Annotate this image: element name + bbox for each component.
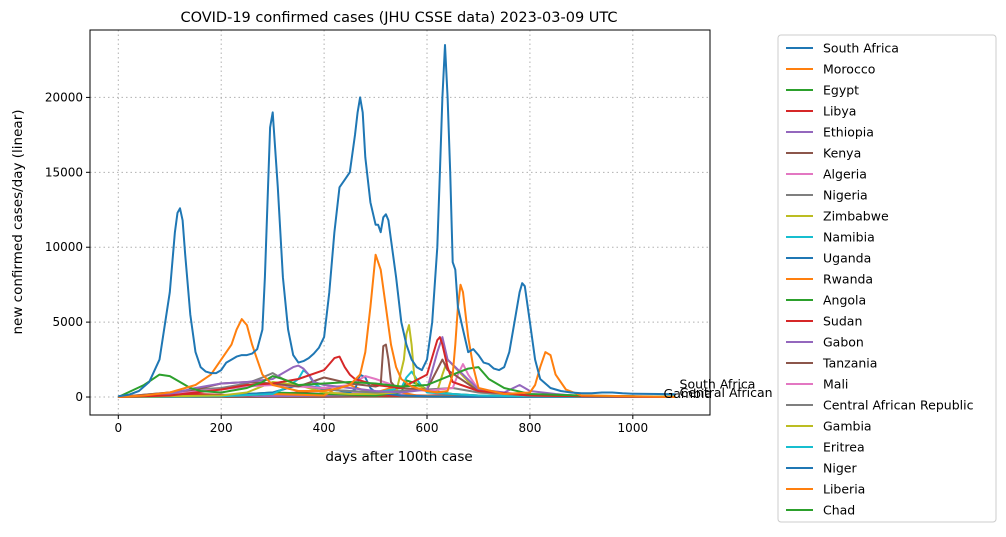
legend-label-kenya: Kenya — [823, 146, 861, 161]
legend-label-sudan: Sudan — [823, 314, 862, 329]
x-tick-label: 0 — [114, 421, 122, 435]
legend-label-gambia: Gambia — [823, 419, 872, 434]
end-label-gambia: Gambia — [664, 386, 713, 401]
legend-label-ethiopia: Ethiopia — [823, 125, 874, 140]
y-tick-label: 5000 — [52, 315, 83, 329]
x-tick-label: 800 — [518, 421, 541, 435]
legend-label-niger: Niger — [823, 461, 857, 476]
legend-label-gabon: Gabon — [823, 335, 864, 350]
legend-label-liberia: Liberia — [823, 482, 865, 497]
legend: South Africa Morocco Egypt Libya Ethiopia Ken… — [778, 35, 996, 522]
legend-label-zimbabwe: Zimbabwe — [823, 209, 889, 224]
legend-label-algeria: Algeria — [823, 167, 867, 182]
legend-label-libya: Libya — [823, 104, 856, 119]
legend-label-central-african-republic: Central African Republic — [823, 398, 974, 413]
legend-label-chad: Chad — [823, 503, 855, 518]
y-tick-label: 10000 — [45, 240, 83, 254]
chart-title: COVID-19 confirmed cases (JHU CSSE data)… — [180, 10, 617, 26]
legend-label-angola: Angola — [823, 293, 866, 308]
y-tick-label: 0 — [75, 390, 83, 404]
legend-label-mali: Mali — [823, 377, 848, 392]
legend-label-nigeria: Nigeria — [823, 188, 868, 203]
x-tick-label: 400 — [313, 421, 336, 435]
legend-label-uganda: Uganda — [823, 251, 871, 266]
x-axis-label: days after 100th case — [325, 449, 472, 465]
legend-label-egypt: Egypt — [823, 83, 859, 98]
legend-label-morocco: Morocco — [823, 62, 875, 77]
x-tick-label: 600 — [416, 421, 439, 435]
legend-label-south-africa: South Africa — [823, 41, 899, 56]
legend-label-namibia: Namibia — [823, 230, 875, 245]
legend-label-eritrea: Eritrea — [823, 440, 865, 455]
x-tick-label: 1000 — [618, 421, 649, 435]
legend-label-tanzania: Tanzania — [822, 356, 877, 371]
legend-label-rwanda: Rwanda — [823, 272, 873, 287]
y-axis-label: new confirmed cases/day (linear) — [10, 109, 26, 334]
x-tick-label: 200 — [210, 421, 233, 435]
y-tick-label: 20000 — [45, 90, 83, 104]
y-tick-label: 15000 — [45, 165, 83, 179]
